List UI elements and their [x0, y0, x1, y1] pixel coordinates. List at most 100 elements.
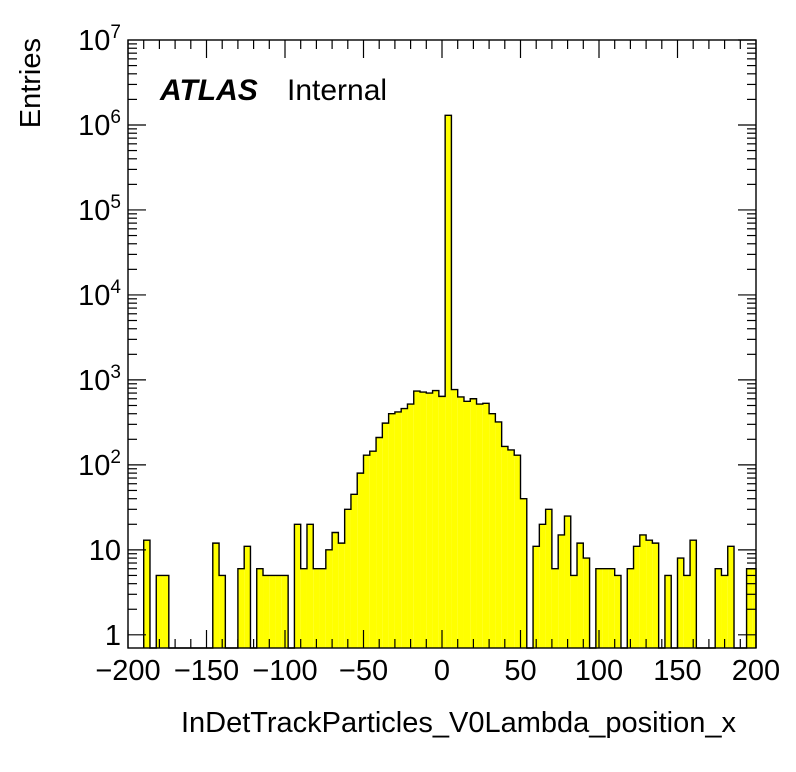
x-tick-label: −100: [252, 655, 317, 687]
histogram-bar: [382, 423, 389, 648]
y-tick-label: 103: [78, 362, 121, 397]
histogram-bar: [457, 396, 464, 648]
y-tick-label: 107: [78, 22, 121, 57]
histogram-bar: [451, 389, 458, 648]
histogram-bar: [294, 524, 301, 648]
histogram-bar: [357, 473, 364, 648]
histogram-bar: [608, 568, 615, 648]
y-tick-label: 10: [89, 535, 121, 567]
y-axis-tick-labels: 1 10 102 103 104 105 106 107: [78, 22, 121, 652]
histogram-bar: [256, 568, 264, 648]
histogram-bar: [275, 575, 282, 648]
y-tick-label: 1: [105, 620, 121, 652]
histogram-bar: [420, 392, 427, 648]
histogram-bar: [401, 408, 408, 648]
x-axis-tick-labels: −200 −150 −100 −50 0 50 100 150 200: [95, 655, 780, 687]
histogram-bar: [162, 575, 169, 648]
histogram-bar: [514, 455, 521, 648]
histogram-bar: [413, 391, 421, 648]
histogram-bar: [388, 413, 395, 648]
histogram-bar: [690, 540, 697, 648]
histogram-bar: [664, 575, 672, 648]
internal-label: Internal: [287, 74, 387, 107]
histogram-outline: [143, 114, 757, 649]
histogram-bar: [520, 498, 527, 648]
x-tick-label: −200: [95, 655, 160, 687]
histogram-bar: [495, 421, 502, 648]
histogram-bar: [614, 575, 621, 648]
histogram-bar: [212, 543, 220, 648]
x-tick-label: 200: [732, 655, 780, 687]
y-tick-label: 105: [78, 192, 121, 227]
histogram-bar: [338, 543, 345, 648]
histogram-bar: [545, 509, 552, 648]
histogram-bar: [350, 494, 358, 648]
x-tick-label: −50: [339, 655, 388, 687]
histogram-bar: [156, 575, 163, 648]
histogram-bar: [376, 437, 383, 648]
histogram-bar: [325, 549, 333, 648]
histogram-bar: [219, 575, 226, 648]
histogram-bar: [677, 558, 684, 648]
histogram-bar: [595, 568, 603, 648]
histogram-bar: [269, 575, 276, 648]
y-tick-label: 102: [78, 447, 121, 482]
x-axis-ticks: [127, 40, 757, 648]
histogram-bar: [143, 540, 150, 648]
histogram-bar: [313, 568, 320, 648]
histogram-bar: [633, 546, 640, 648]
histogram-bar: [306, 524, 314, 648]
histogram-bar: [627, 568, 634, 648]
histogram-bar: [489, 413, 496, 648]
histogram-bar: [646, 540, 653, 648]
histogram-bar: [237, 568, 245, 648]
histogram-bar: [551, 568, 559, 648]
histogram-bar: [577, 543, 584, 648]
histogram-bar: [539, 524, 546, 648]
histogram-bar: [721, 575, 728, 648]
histogram-bar: [263, 575, 270, 648]
histogram-bar: [476, 404, 483, 648]
histogram-bar: [407, 404, 414, 648]
histogram-bar: [394, 411, 402, 648]
histogram-bar: [482, 403, 490, 648]
histogram-bar: [432, 390, 439, 648]
histogram-bar: [752, 568, 756, 648]
histogram-bar: [438, 396, 446, 648]
histogram-bar: [683, 575, 691, 648]
histogram-bar: [244, 546, 251, 648]
histogram-bar: [533, 546, 540, 648]
histogram-bars: [143, 115, 756, 649]
x-tick-label: 50: [504, 655, 536, 687]
x-tick-label: −150: [174, 655, 239, 687]
histogram-bar: [369, 451, 377, 648]
histogram-bar: [445, 115, 452, 649]
histogram-bar: [652, 543, 659, 648]
histogram-bar: [281, 575, 289, 648]
histogram-bar: [363, 455, 370, 648]
histogram-bar: [570, 575, 578, 648]
x-tick-label: 100: [575, 655, 623, 687]
x-axis-label: InDetTrackParticles_V0Lambda_position_x: [181, 707, 737, 739]
histogram-bar: [344, 509, 351, 648]
histogram-bar: [300, 568, 307, 648]
histogram-bar: [470, 398, 477, 648]
histogram-bar: [639, 534, 647, 648]
y-tick-label: 104: [78, 277, 121, 312]
histogram-bar: [463, 401, 471, 648]
histogram-bar: [507, 449, 515, 648]
histogram-bar: [558, 534, 565, 648]
x-tick-label: 150: [653, 655, 701, 687]
histogram-bar: [715, 568, 722, 648]
histogram-bar: [319, 568, 326, 648]
histogram-bar: [501, 446, 508, 648]
y-tick-label: 106: [78, 107, 121, 142]
histogram-bar: [426, 393, 433, 648]
atlas-label: ATLAS: [159, 74, 258, 107]
histogram-bar: [746, 568, 753, 648]
y-axis-ticks: [128, 39, 756, 636]
histogram-bar: [583, 558, 590, 648]
x-tick-label: 0: [434, 655, 450, 687]
histogram-bar: [564, 516, 571, 648]
